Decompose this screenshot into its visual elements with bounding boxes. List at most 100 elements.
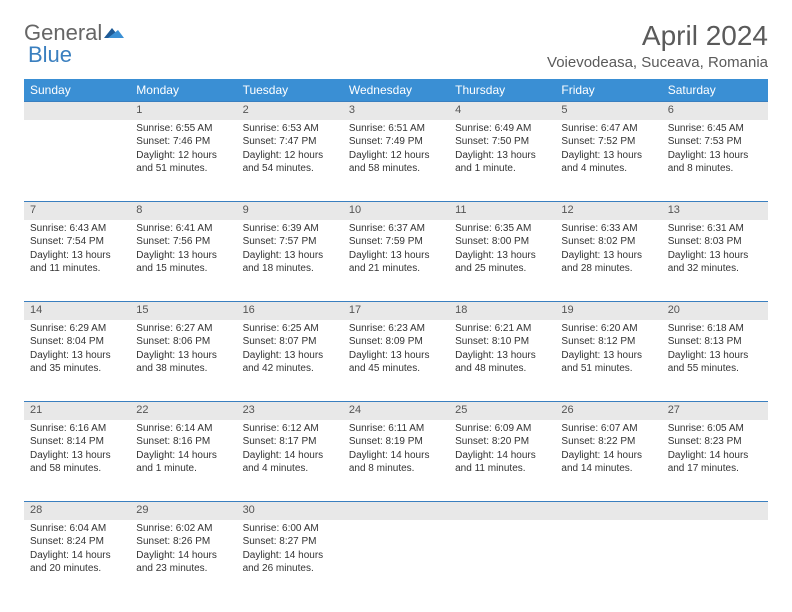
sunset-text: Sunset: 7:53 PM — [668, 135, 762, 149]
day-number-cell: 29 — [130, 502, 236, 520]
day-number-cell: 4 — [449, 102, 555, 120]
sunset-text: Sunset: 8:14 PM — [30, 435, 124, 449]
month-title: April 2024 — [547, 20, 768, 52]
sunrise-text: Sunrise: 6:55 AM — [136, 122, 230, 136]
location-label: Voievodeasa, Suceava, Romania — [547, 54, 768, 71]
sunset-text: Sunset: 7:52 PM — [561, 135, 655, 149]
daylight-text-1: Daylight: 13 hours — [561, 349, 655, 363]
sunset-text: Sunset: 7:46 PM — [136, 135, 230, 149]
sunrise-text: Sunrise: 6:37 AM — [349, 222, 443, 236]
day-detail-row: Sunrise: 6:29 AMSunset: 8:04 PMDaylight:… — [24, 320, 768, 402]
daylight-text-2: and 8 minutes. — [349, 462, 443, 476]
day-number-cell: 19 — [555, 302, 661, 320]
day-number-cell: 3 — [343, 102, 449, 120]
day-detail-cell: Sunrise: 6:49 AMSunset: 7:50 PMDaylight:… — [449, 120, 555, 202]
sunrise-text: Sunrise: 6:04 AM — [30, 522, 124, 536]
daylight-text-2: and 23 minutes. — [136, 562, 230, 576]
daylight-text-2: and 42 minutes. — [243, 362, 337, 376]
day-number-cell: 11 — [449, 202, 555, 220]
day-number-cell: 18 — [449, 302, 555, 320]
day-detail-cell — [24, 120, 130, 202]
day-number-cell — [343, 502, 449, 520]
sunset-text: Sunset: 8:12 PM — [561, 335, 655, 349]
day-detail-cell: Sunrise: 6:16 AMSunset: 8:14 PMDaylight:… — [24, 420, 130, 502]
day-detail-cell: Sunrise: 6:09 AMSunset: 8:20 PMDaylight:… — [449, 420, 555, 502]
daylight-text-1: Daylight: 14 hours — [668, 449, 762, 463]
day-detail-cell: Sunrise: 6:29 AMSunset: 8:04 PMDaylight:… — [24, 320, 130, 402]
day-number-cell: 25 — [449, 402, 555, 420]
day-detail-cell: Sunrise: 6:39 AMSunset: 7:57 PMDaylight:… — [237, 220, 343, 302]
sunset-text: Sunset: 8:17 PM — [243, 435, 337, 449]
daylight-text-2: and 54 minutes. — [243, 162, 337, 176]
day-number-cell: 7 — [24, 202, 130, 220]
daylight-text-1: Daylight: 12 hours — [349, 149, 443, 163]
day-detail-cell: Sunrise: 6:00 AMSunset: 8:27 PMDaylight:… — [237, 520, 343, 602]
day-number-cell — [449, 502, 555, 520]
sunset-text: Sunset: 8:19 PM — [349, 435, 443, 449]
day-detail-cell: Sunrise: 6:07 AMSunset: 8:22 PMDaylight:… — [555, 420, 661, 502]
weekday-header: Sunday — [24, 79, 130, 102]
sunrise-text: Sunrise: 6:35 AM — [455, 222, 549, 236]
sunrise-text: Sunrise: 6:09 AM — [455, 422, 549, 436]
daylight-text-1: Daylight: 13 hours — [30, 449, 124, 463]
sunrise-text: Sunrise: 6:21 AM — [455, 322, 549, 336]
weekday-header: Tuesday — [237, 79, 343, 102]
sunset-text: Sunset: 7:54 PM — [30, 235, 124, 249]
day-detail-cell: Sunrise: 6:35 AMSunset: 8:00 PMDaylight:… — [449, 220, 555, 302]
daylight-text-1: Daylight: 13 hours — [668, 149, 762, 163]
day-detail-cell: Sunrise: 6:02 AMSunset: 8:26 PMDaylight:… — [130, 520, 236, 602]
sunrise-text: Sunrise: 6:43 AM — [30, 222, 124, 236]
daylight-text-1: Daylight: 13 hours — [136, 249, 230, 263]
sunrise-text: Sunrise: 6:07 AM — [561, 422, 655, 436]
daylight-text-2: and 21 minutes. — [349, 262, 443, 276]
day-number-cell: 5 — [555, 102, 661, 120]
sunset-text: Sunset: 7:59 PM — [349, 235, 443, 249]
daylight-text-1: Daylight: 13 hours — [243, 249, 337, 263]
weekday-header: Thursday — [449, 79, 555, 102]
daylight-text-1: Daylight: 13 hours — [136, 349, 230, 363]
daylight-text-1: Daylight: 14 hours — [349, 449, 443, 463]
weekday-header: Wednesday — [343, 79, 449, 102]
day-detail-cell — [343, 520, 449, 602]
sunrise-text: Sunrise: 6:18 AM — [668, 322, 762, 336]
day-detail-row: Sunrise: 6:55 AMSunset: 7:46 PM Daylight:… — [24, 120, 768, 202]
sunset-text: Sunset: 8:16 PM — [136, 435, 230, 449]
daylight-text-1: Daylight: 12 hours — [243, 149, 337, 163]
daylight-text-2: and 11 minutes. — [455, 462, 549, 476]
sunrise-text: Sunrise: 6:23 AM — [349, 322, 443, 336]
sunset-text: Sunset: 8:07 PM — [243, 335, 337, 349]
day-number-cell: 17 — [343, 302, 449, 320]
day-number-row: 14151617181920 — [24, 302, 768, 320]
day-number-cell: 1 — [130, 102, 236, 120]
day-detail-cell: Sunrise: 6:21 AMSunset: 8:10 PMDaylight:… — [449, 320, 555, 402]
sunrise-text: Sunrise: 6:41 AM — [136, 222, 230, 236]
daylight-text-2: and 28 minutes. — [561, 262, 655, 276]
daylight-text-1: Daylight: 14 hours — [30, 549, 124, 563]
sunset-text: Sunset: 8:26 PM — [136, 535, 230, 549]
sunrise-text: Sunrise: 6:33 AM — [561, 222, 655, 236]
daylight-text-2: and 20 minutes. — [30, 562, 124, 576]
day-number-cell: 13 — [662, 202, 768, 220]
sunset-text: Sunset: 7:49 PM — [349, 135, 443, 149]
daylight-text-2: and 15 minutes. — [136, 262, 230, 276]
daylight-text-2: and 1 minute. — [455, 162, 549, 176]
day-number-cell: 10 — [343, 202, 449, 220]
day-number-cell: 22 — [130, 402, 236, 420]
sunrise-text: Sunrise: 6:29 AM — [30, 322, 124, 336]
day-detail-cell — [449, 520, 555, 602]
sunrise-text: Sunrise: 6:02 AM — [136, 522, 230, 536]
daylight-text-2: and 26 minutes. — [243, 562, 337, 576]
daylight-text-1: Daylight: 13 hours — [561, 149, 655, 163]
day-number-cell: 16 — [237, 302, 343, 320]
day-detail-cell: Sunrise: 6:33 AMSunset: 8:02 PMDaylight:… — [555, 220, 661, 302]
daylight-text-2: and 38 minutes. — [136, 362, 230, 376]
daylight-text-1: Daylight: 14 hours — [136, 549, 230, 563]
sunrise-text: Sunrise: 6:12 AM — [243, 422, 337, 436]
daylight-text-2: and 58 minutes. — [349, 162, 443, 176]
day-detail-cell: Sunrise: 6:04 AMSunset: 8:24 PMDaylight:… — [24, 520, 130, 602]
daylight-text-2: and 4 minutes. — [561, 162, 655, 176]
day-number-cell: 9 — [237, 202, 343, 220]
daylight-text-2: and 48 minutes. — [455, 362, 549, 376]
sunrise-text: Sunrise: 6:49 AM — [455, 122, 549, 136]
daylight-text-2: and 58 minutes. — [30, 462, 124, 476]
